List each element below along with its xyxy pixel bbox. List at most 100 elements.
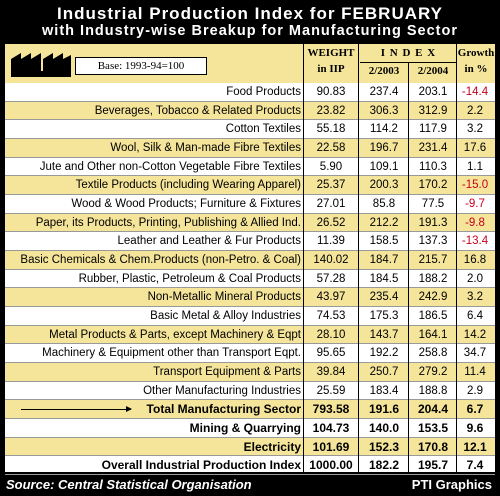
growth-value: 9.6 <box>466 420 484 435</box>
header-growth: Growth <box>457 47 495 59</box>
index-2003-value: 235.4 <box>369 291 399 304</box>
growth-value: 16.8 <box>463 253 487 266</box>
title-line-2: with Industry-wise Breakup for Manufactu… <box>42 23 458 39</box>
industry-name: Wood & Wood Products; Furniture & Fixtur… <box>71 197 301 210</box>
index-2003-value: 158.5 <box>369 235 399 248</box>
weight-value: 11.39 <box>317 235 345 248</box>
index-2004-value: 312.9 <box>418 104 448 117</box>
column-divider <box>303 44 304 472</box>
index-2004-value: 117.9 <box>419 123 447 136</box>
index-2004-value: 188.2 <box>418 272 448 285</box>
index-2003-value: 192.2 <box>369 347 399 360</box>
industry-name: Metal Products & Parts, except Machinery… <box>49 328 301 341</box>
index-2004-value: 191.3 <box>418 216 448 229</box>
weight-value: 22.58 <box>316 141 346 154</box>
index-2003-value: 184.7 <box>369 253 399 266</box>
growth-value: 2.9 <box>467 384 483 397</box>
industry-name: Food Products <box>226 85 301 98</box>
weight-value: 43.97 <box>316 291 346 304</box>
table-row: Electricity 101.69 152.3 170.8 12.1 <box>5 437 495 457</box>
industry-name: Mining & Quarrying <box>189 420 301 435</box>
growth-value: 7.4 <box>466 458 484 473</box>
weight-value: 28.10 <box>316 328 346 341</box>
industry-name: Machinery & Equipment other than Transpo… <box>42 347 301 360</box>
weight-value: 104.73 <box>312 420 350 435</box>
industry-name: Overall Industrial Production Index <box>101 458 301 473</box>
index-2004-value: 204.4 <box>417 402 449 417</box>
title-line-1: Industrial Production Index for FEBRUARY <box>57 4 443 23</box>
table-row: Transport Equipment & Parts 39.84 250.7 279… <box>5 363 495 382</box>
growth-value: 3.2 <box>467 123 483 136</box>
industry-name: Non-Metallic Mineral Products <box>147 291 301 304</box>
index-2004-value: 188.8 <box>418 384 448 397</box>
industry-name: Beverages, Tobacco & Related Products <box>94 104 301 117</box>
index-2004-value: 279.2 <box>418 365 448 378</box>
column-divider <box>456 44 457 472</box>
header-year-2003: 2/2003 <box>368 65 400 77</box>
weight-value: 793.58 <box>312 402 350 417</box>
column-divider <box>358 44 359 472</box>
growth-value: 34.7 <box>463 347 487 360</box>
header-year-2004: 2/2004 <box>417 65 449 77</box>
growth-value: 14.2 <box>463 328 487 341</box>
index-2003-value: 114.2 <box>370 123 398 136</box>
growth-value: -14.4 <box>461 85 489 98</box>
industry-name: Rubber, Plastic, Petroleum & Coal Produc… <box>78 272 301 285</box>
index-2004-value: 77.5 <box>421 197 445 210</box>
index-2004-value: 137.3 <box>418 235 448 248</box>
base-year-label: Base: 1993-94=100 <box>75 57 207 75</box>
weight-value: 23.82 <box>316 104 346 117</box>
industry-name: Electricity <box>243 439 301 454</box>
index-2004-value: 231.4 <box>418 141 448 154</box>
growth-value: 3.2 <box>467 291 483 304</box>
weight-value: 90.83 <box>316 85 346 98</box>
table-row: Paper, its Products, Printing, Publishin… <box>5 213 495 233</box>
index-2004-value: 215.7 <box>418 253 448 266</box>
table-header: Base: 1993-94=100 WEIGHT in IIP I N D E … <box>5 44 495 83</box>
table-row: Rubber, Plastic, Petroleum & Coal Produc… <box>5 270 495 289</box>
index-2003-value: 152.3 <box>368 439 400 454</box>
industry-name: Paper, its Products, Printing, Publishin… <box>35 216 301 229</box>
industry-name: Basic Metal & Alloy Industries <box>150 309 301 322</box>
index-2004-value: 186.5 <box>418 309 448 322</box>
growth-value: 6.7 <box>466 402 484 417</box>
index-2004-value: 195.7 <box>417 458 449 473</box>
index-2004-value: 153.5 <box>417 420 449 435</box>
weight-value: 57.28 <box>316 272 346 285</box>
index-2003-value: 184.5 <box>369 272 399 285</box>
factory-icon <box>11 53 71 77</box>
table-row: Jute and Other non-Cotton Vegetable Fibr… <box>5 158 495 177</box>
table-row: Food Products 90.83 237.4 203.1 -14.4 <box>5 83 495 102</box>
weight-value: 39.84 <box>316 365 346 378</box>
table-row: Total Manufacturing Sector 793.58 191.6 204… <box>5 400 495 420</box>
industry-name: Jute and Other non-Cotton Vegetable Fibr… <box>39 160 301 173</box>
table-row: Wood & Wood Products; Furniture & Fixtur… <box>5 195 495 214</box>
index-2003-value: 250.7 <box>369 365 399 378</box>
weight-value: 5.90 <box>319 160 343 173</box>
industry-name: Other Manufacturing Industries <box>143 384 301 397</box>
header-index: I N D E X <box>380 47 437 59</box>
weight-value: 55.18 <box>316 123 346 136</box>
weight-value: 26.52 <box>316 216 346 229</box>
index-2004-value: 164.1 <box>418 328 448 341</box>
table-row: Beverages, Tobacco & Related Products 23.… <box>5 101 495 121</box>
industry-name: Cotton Textiles <box>225 123 301 136</box>
industry-name: Transport Equipment & Parts <box>153 365 301 378</box>
growth-value: 17.6 <box>463 141 487 154</box>
header-growth-sub: in % <box>464 63 488 75</box>
table-row: Other Manufacturing Industries 25.59 183.4… <box>5 382 495 401</box>
growth-value: 12.1 <box>463 439 487 454</box>
table-row: Basic Metal & Alloy Industries 74.53 175.3… <box>5 307 495 326</box>
credit-note: PTI Graphics <box>411 477 492 492</box>
index-2004-value: 203.1 <box>418 85 448 98</box>
table-row: Cotton Textiles 55.18 114.2 117.9 3.2 <box>5 120 495 140</box>
table-row: Non-Metallic Mineral Products 43.97 235.4 2… <box>5 288 495 308</box>
growth-value: -15.0 <box>461 179 489 192</box>
arrow-icon <box>21 406 132 413</box>
weight-value: 140.02 <box>313 253 349 266</box>
data-table: Base: 1993-94=100 WEIGHT in IIP I N D E … <box>5 44 495 476</box>
growth-value: -13.4 <box>461 235 489 248</box>
index-2004-value: 170.2 <box>418 179 448 192</box>
index-2004-value: 258.8 <box>418 347 448 360</box>
growth-value: 2.0 <box>467 272 483 285</box>
